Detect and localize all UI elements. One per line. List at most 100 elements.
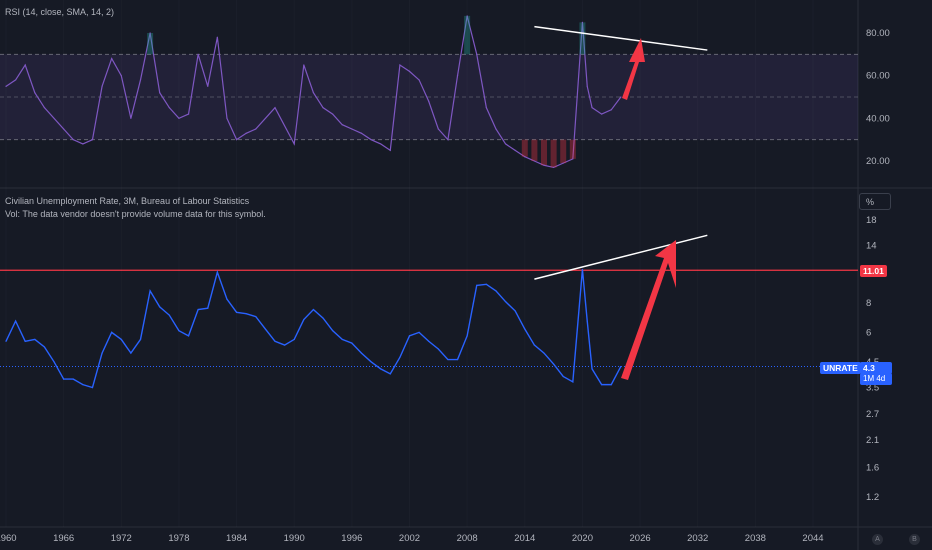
unrate-point — [437, 348, 439, 350]
rsi-point — [370, 139, 372, 141]
unrate-point — [610, 384, 612, 386]
unrate-point — [187, 335, 190, 337]
x-tick-label: 2032 — [687, 533, 708, 544]
rsi-point — [168, 107, 170, 109]
rsi-point — [5, 85, 7, 87]
x-tick-label: 2038 — [745, 533, 766, 544]
unrate-point — [24, 340, 26, 342]
unrate-point — [5, 340, 7, 342]
unrate-point — [34, 338, 36, 341]
unrate-point — [197, 308, 199, 311]
rsi-point — [91, 139, 94, 141]
unrate-y-tick-label: 1.6 — [866, 463, 879, 474]
bar-countdown-badge: 1M 4d — [860, 373, 892, 385]
unrate-point — [601, 384, 603, 386]
rsi-y-tick-label: 60.00 — [866, 71, 890, 82]
unrate-point — [72, 378, 74, 380]
unrate-point — [111, 331, 113, 333]
rsi-point — [341, 124, 343, 126]
unrate-y-tick-label: 14 — [866, 241, 877, 252]
unrate-point — [466, 335, 468, 337]
unrate-point — [274, 340, 276, 342]
unrate-point — [15, 320, 17, 322]
unrate-y-tick-label: 2.1 — [866, 435, 879, 446]
rsi-point — [620, 96, 622, 98]
unrate-point — [485, 283, 487, 285]
unrate-point — [284, 344, 286, 346]
unrate-point — [149, 290, 151, 292]
unrate-point — [586, 320, 588, 322]
unrate-line — [5, 269, 622, 389]
chart-title: Civilian Unemployment Rate, 3M, Bureau o… — [5, 196, 250, 206]
rsi-point — [524, 156, 526, 158]
log-scale-button[interactable]: B — [909, 534, 920, 545]
unrate-point — [207, 307, 209, 309]
unrate-point — [399, 356, 401, 358]
x-tick-label: 2002 — [399, 533, 420, 544]
rsi-point — [428, 100, 430, 102]
rsi-point — [34, 92, 36, 94]
auto-scale-button[interactable]: A — [872, 534, 883, 545]
unrate-y-tick-label: 1.2 — [866, 492, 879, 503]
unrate-point — [130, 352, 132, 354]
unrate-point — [216, 271, 218, 273]
unit-selector[interactable]: % — [859, 193, 891, 210]
unrate-point — [82, 384, 84, 386]
rsi-point — [293, 143, 295, 145]
unrate-point — [581, 268, 584, 271]
rsi-trendline — [534, 25, 708, 51]
unit-label: % — [866, 196, 875, 207]
unrate-point — [255, 316, 257, 318]
rsi-point — [24, 64, 26, 66]
x-tick-label: 1966 — [53, 533, 74, 544]
unrate-point — [264, 328, 266, 330]
unrate-point — [226, 298, 228, 300]
rsi-point — [591, 107, 593, 109]
rsi-point — [504, 143, 507, 145]
unrate-y-tick-label: 18 — [866, 215, 877, 226]
x-tick-label: 2026 — [630, 533, 651, 544]
rsi-point — [418, 79, 420, 81]
rsi-point — [226, 117, 228, 119]
rsi-point — [101, 85, 103, 87]
unrate-point — [380, 368, 382, 370]
unrate-point — [524, 328, 526, 330]
rsi-point — [485, 107, 487, 109]
unrate-point — [389, 373, 391, 375]
last-value-badge: 4.3 — [860, 362, 892, 374]
rsi-up-arrow — [622, 38, 645, 100]
unrate-point — [322, 317, 324, 319]
rsi-point — [178, 117, 180, 119]
unrate-point — [533, 344, 535, 346]
unrate-y-tick-label: 8 — [866, 298, 871, 309]
rsi-point — [235, 139, 238, 141]
unrate-point — [476, 284, 478, 286]
rsi-point — [456, 75, 459, 77]
unrate-point — [303, 318, 305, 321]
unrate-point — [543, 352, 545, 354]
x-tick-label: 1960 — [0, 533, 17, 544]
unrate-point — [504, 301, 507, 303]
rsi-point — [562, 162, 564, 164]
x-tick-label: 2008 — [457, 533, 478, 544]
x-tick-label: 1978 — [168, 533, 189, 544]
unrate-point — [63, 378, 65, 380]
unrate-point — [53, 361, 55, 363]
rsi-point — [408, 70, 411, 72]
unrate-point — [43, 346, 46, 348]
rsi-point — [476, 53, 478, 55]
rsi-point — [312, 92, 315, 94]
rsi-point — [159, 92, 161, 94]
unrate-point — [408, 335, 411, 337]
unrate-trendline — [534, 234, 708, 280]
unrate-point — [245, 313, 247, 315]
unrate-point — [120, 338, 122, 341]
rsi-point — [111, 58, 113, 60]
rsi-point — [187, 113, 190, 115]
rsi-point — [514, 149, 516, 151]
rsi-point — [303, 64, 305, 66]
unrate-point — [456, 358, 459, 361]
unrate-point — [360, 352, 363, 354]
rsi-point — [255, 128, 257, 130]
